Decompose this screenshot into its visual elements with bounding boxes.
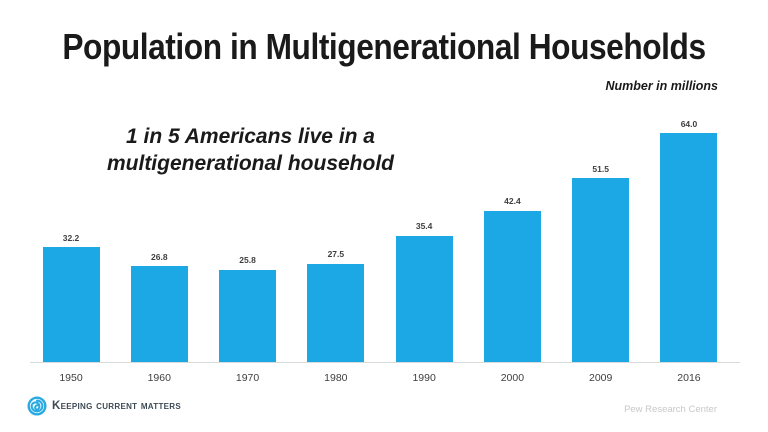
bar-value-label: 27.5 [327, 249, 345, 260]
x-axis-tick-label: 2016 [677, 372, 701, 384]
bar-chart: 32.2 26.8 25.8 27.5 35.4 42.4 51.5 64.0 [28, 112, 732, 362]
brand-name: Keeping Current Matters [52, 400, 182, 412]
bar [395, 235, 453, 362]
x-axis-line [30, 362, 740, 363]
annotation-callout: 1 in 5 Americans live in a multigenerati… [58, 124, 443, 178]
x-axis-tick-label: 2000 [500, 372, 525, 384]
bar [483, 210, 541, 362]
bar-value-label: 42.4 [504, 196, 521, 207]
bar-column: 26.8 [116, 112, 202, 362]
chart-subtitle: Number in millions [605, 79, 718, 93]
bar [42, 247, 100, 362]
bar-column: 35.4 [381, 112, 467, 362]
chart-title: Population in Multigenerational Househol… [62, 26, 706, 67]
kcm-swirl-icon [27, 396, 47, 416]
bar [660, 133, 718, 362]
x-axis-tick-label: 1980 [324, 372, 348, 384]
bar-column: 25.8 [205, 112, 291, 362]
x-axis-tick-label: 1960 [147, 372, 171, 384]
bar-value-label: 64.0 [680, 118, 698, 129]
annotation-line-1: 1 in 5 Americans live in a [125, 125, 375, 148]
x-axis-tick-label: 1990 [412, 372, 436, 384]
annotation-line-2: multigenerational household [106, 151, 395, 175]
bar-value-label: 25.8 [239, 255, 256, 266]
kcm-icon-ring [27, 396, 47, 416]
x-axis-tick-label: 1950 [59, 372, 83, 384]
brand-logo: Keeping Current Matters [27, 396, 181, 416]
kcm-icon-swirl [30, 399, 44, 413]
bar [572, 178, 630, 362]
bar [307, 263, 365, 362]
bar-column: 27.5 [293, 112, 379, 362]
bar-column: 64.0 [646, 112, 732, 362]
source-credit: Pew Research Center [624, 404, 717, 415]
x-axis-tick-label: 2009 [589, 372, 613, 384]
bar-column: 32.2 [28, 112, 114, 362]
x-axis-tick-label: 1970 [235, 372, 260, 384]
bar-value-label: 32.2 [62, 232, 80, 243]
bar-value-label: 26.8 [151, 251, 168, 262]
bar-value-label: 51.5 [592, 163, 609, 174]
bar-column: 51.5 [558, 112, 644, 362]
bar-column: 42.4 [469, 112, 555, 362]
bar [219, 269, 277, 362]
bar-value-label: 35.4 [415, 221, 433, 232]
bar [130, 266, 188, 362]
x-axis-labels: 1950 1960 1970 1980 1990 2000 2009 2016 [28, 373, 732, 384]
